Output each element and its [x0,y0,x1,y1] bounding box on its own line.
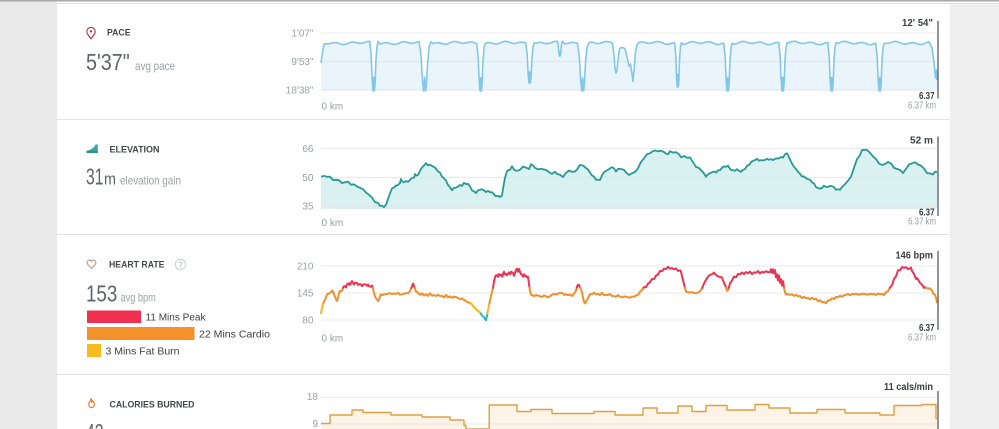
svg-text:6.37 km: 6.37 km [908,217,936,228]
svg-text:6.37: 6.37 [919,323,935,334]
svg-text:9: 9 [312,419,318,429]
svg-text:6.37: 6.37 [919,208,935,219]
svg-text:5'37": 5'37" [86,49,130,75]
svg-text:145: 145 [297,289,314,300]
svg-text:9'53": 9'53" [291,57,314,68]
svg-text:80: 80 [302,316,314,327]
svg-text:35: 35 [302,202,314,213]
svg-text:1'07": 1'07" [291,29,314,40]
svg-text:18'38": 18'38" [286,86,314,97]
svg-text:11 cals/min: 11 cals/min [884,381,933,393]
svg-text:42: 42 [86,419,104,429]
svg-text:12' 54": 12' 54" [902,17,933,29]
svg-text:PACE: PACE [107,28,131,38]
svg-text:0 km: 0 km [322,102,344,113]
svg-text:210: 210 [297,262,314,273]
svg-text:HEART RATE: HEART RATE [109,260,165,270]
svg-text:31: 31 [86,164,103,190]
svg-text:0 km: 0 km [322,334,344,345]
svg-text:50: 50 [302,173,314,184]
svg-text:3 Mins Fat Burn: 3 Mins Fat Burn [106,346,180,358]
svg-text:11 Mins Peak: 11 Mins Peak [146,312,207,324]
svg-text:6.37: 6.37 [919,91,935,102]
svg-text:6.37 km: 6.37 km [908,333,936,344]
svg-text:m: m [104,170,116,189]
svg-text:ELEVATION: ELEVATION [110,145,160,155]
svg-text:6.37 km: 6.37 km [908,101,936,112]
svg-text:22 Mins Cardio: 22 Mins Cardio [199,329,270,341]
svg-text:66: 66 [302,144,314,155]
svg-text:elevation gain: elevation gain [120,174,181,188]
svg-text:CALORIES BURNED: CALORIES BURNED [110,400,195,410]
svg-text:avg pace: avg pace [135,59,175,73]
svg-text:?: ? [178,261,183,270]
svg-text:52 m: 52 m [910,135,933,147]
svg-text:18: 18 [307,392,319,403]
svg-text:0 km: 0 km [322,218,344,229]
svg-text:153: 153 [86,280,117,306]
svg-text:146 bpm: 146 bpm [896,250,934,262]
svg-text:avg bpm: avg bpm [121,290,156,304]
